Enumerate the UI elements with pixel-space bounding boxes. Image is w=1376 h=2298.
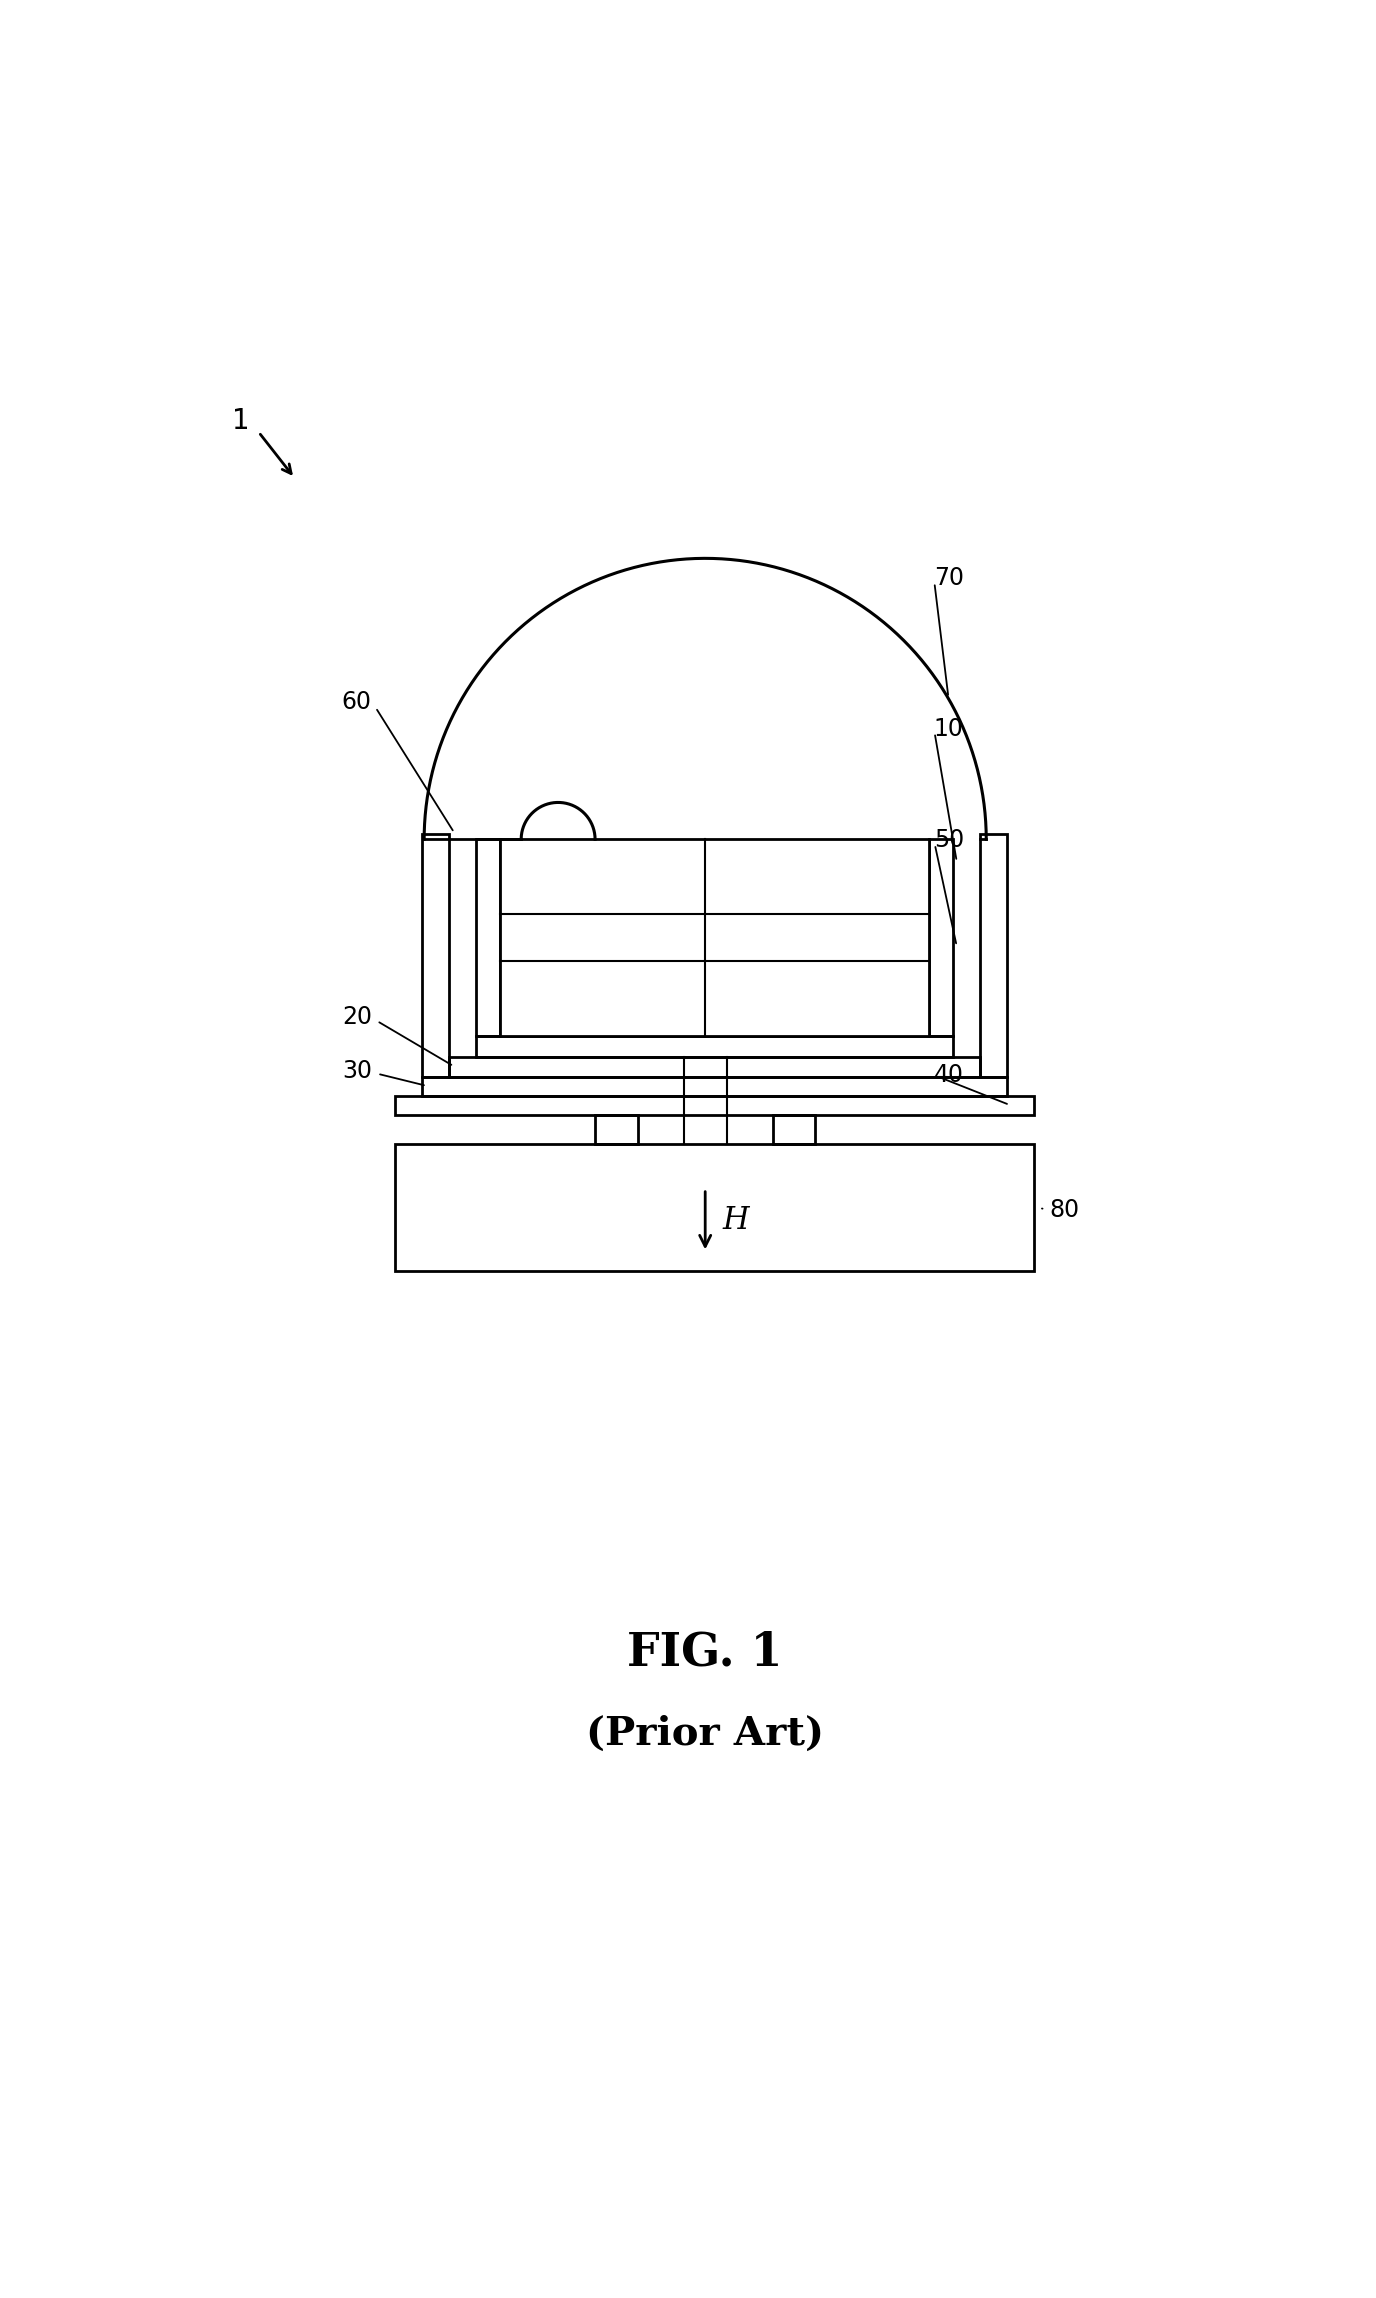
Bar (501, 839, 929, 1036)
Bar (395, 1144, 1033, 1271)
Bar (929, 839, 954, 1036)
Text: 40: 40 (934, 1064, 965, 1087)
Text: 70: 70 (934, 565, 965, 591)
Text: 80: 80 (1050, 1197, 1080, 1223)
Bar (772, 1115, 815, 1144)
Bar (395, 1096, 1033, 1115)
Text: 50: 50 (934, 827, 965, 853)
Text: (Prior Art): (Prior Art) (586, 1714, 824, 1753)
Text: 30: 30 (341, 1059, 372, 1082)
Bar (422, 1075, 1007, 1096)
Text: 60: 60 (341, 689, 372, 715)
Bar (476, 1036, 954, 1057)
Bar (449, 1057, 980, 1075)
Text: 10: 10 (934, 717, 963, 740)
Text: 20: 20 (341, 1004, 372, 1030)
Text: H: H (722, 1204, 749, 1236)
Bar (596, 1115, 638, 1144)
Bar (422, 834, 449, 1075)
Bar (476, 839, 501, 1036)
Text: 1: 1 (233, 407, 249, 434)
Bar (980, 834, 1007, 1075)
Text: FIG. 1: FIG. 1 (627, 1629, 783, 1675)
